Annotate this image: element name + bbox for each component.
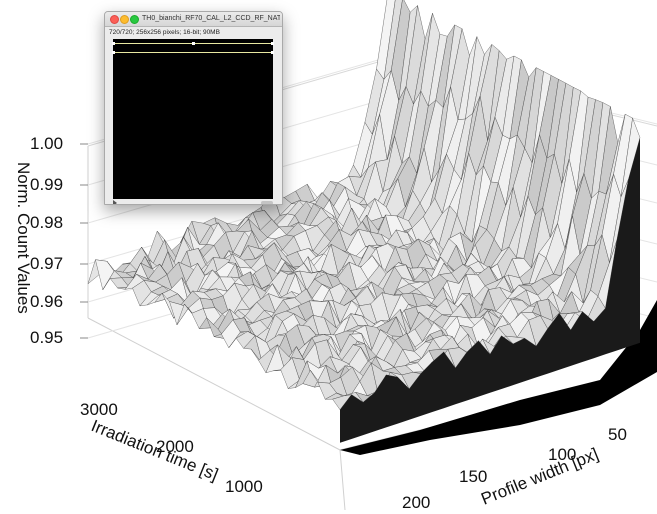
roi-handle[interactable]: [112, 51, 115, 54]
y-tick-labels: 50 100 150 200: [402, 425, 627, 512]
surface-underside: [340, 300, 657, 455]
minimize-button[interactable]: [120, 15, 129, 24]
zoom-button[interactable]: [130, 15, 139, 24]
roi-handle[interactable]: [112, 42, 115, 45]
image-info-text: 720/720; 256x256 pixels; 16-bit; 90MB: [109, 29, 220, 36]
z-tick-labels: 0.95 0.96 0.97 0.98 0.99 1.00: [30, 134, 63, 347]
x-axis-label: Irradiation time [s]: [89, 416, 221, 484]
y-tick-label: 100: [548, 445, 576, 464]
roi-handle[interactable]: [271, 51, 274, 54]
window-title: TH0_bianchi_RF70_CAL_L2_CCD_RF_NAT_POS27…: [142, 15, 280, 22]
slice-slider[interactable]: [113, 200, 273, 204]
z-tick-label: 0.98: [30, 213, 63, 232]
x-tick-label: 2000: [156, 437, 194, 456]
roi-handle[interactable]: [192, 42, 195, 45]
slider-thumb[interactable]: [261, 201, 273, 204]
box-edge: [339, 449, 346, 511]
y-axis-label: Profile width [px]: [478, 444, 601, 508]
box-edge: [87, 317, 341, 451]
roi-line-selection[interactable]: [112, 42, 274, 54]
y-tick-label: 150: [459, 467, 487, 486]
z-axis-label: Norm. Count Values: [14, 162, 33, 314]
surface-facet: [383, 0, 403, 81]
z-tick-label: 0.97: [30, 254, 63, 273]
surface-facet: [376, 0, 396, 80]
y-tick-label: 50: [608, 425, 627, 444]
surface-mesh: [87, 0, 657, 455]
image-window[interactable]: TH0_bianchi_RF70_CAL_L2_CCD_RF_NAT_POS27…: [104, 11, 283, 205]
z-tick-label: 1.00: [30, 134, 63, 153]
window-titlebar[interactable]: TH0_bianchi_RF70_CAL_L2_CCD_RF_NAT_POS27…: [105, 12, 282, 27]
close-button[interactable]: [110, 15, 119, 24]
image-canvas[interactable]: [112, 39, 274, 199]
z-tick-label: 0.99: [30, 175, 63, 194]
z-tick-label: 0.95: [30, 328, 63, 347]
z-tick-label: 0.96: [30, 292, 63, 311]
x-tick-label: 1000: [225, 477, 263, 496]
y-tick-label: 200: [402, 493, 430, 512]
x-tick-labels: 3000 2000 1000: [80, 400, 263, 496]
surface-front-skirt: [340, 137, 640, 443]
play-icon[interactable]: [113, 200, 117, 204]
x-tick-label: 3000: [80, 400, 118, 419]
roi-handle[interactable]: [271, 42, 274, 45]
